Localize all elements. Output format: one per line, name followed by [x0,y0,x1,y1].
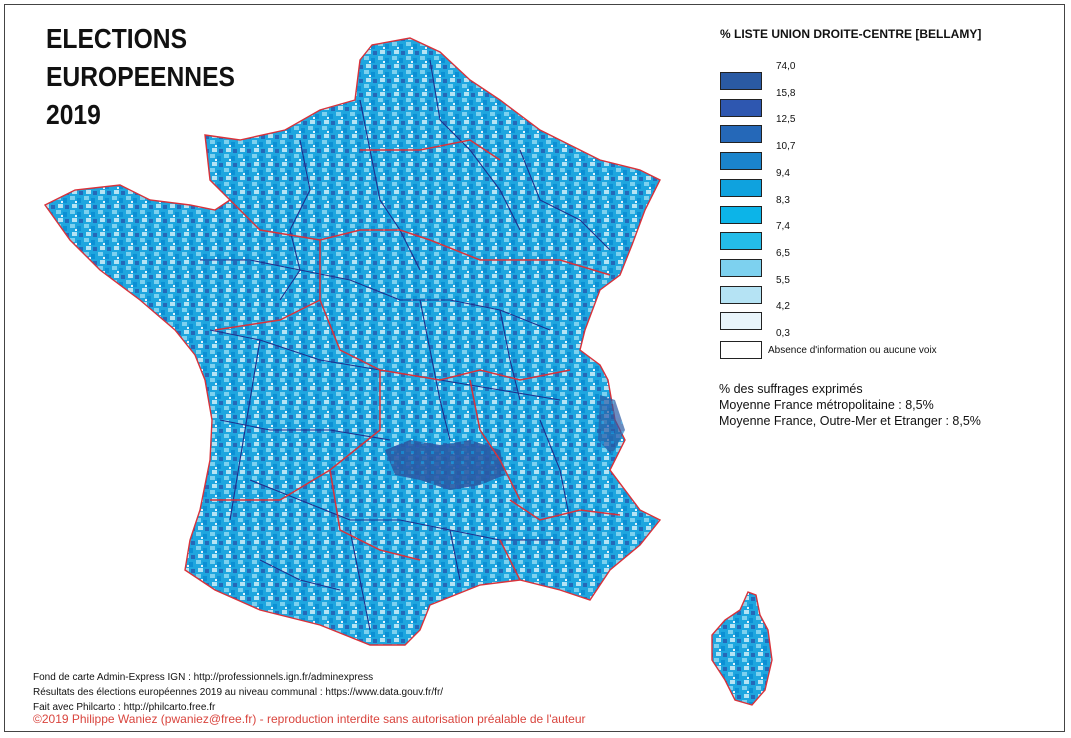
title-line-2: EUROPEENNES [46,61,235,92]
source-line-1: Fond de carte Admin-Express IGN : http:/… [33,672,374,683]
legend-no-info-label: Absence d'information ou aucune voix [768,345,937,356]
east-dark-zone [598,395,625,455]
legend-value-last: 0,3 [776,328,790,339]
legend-swatch-2 [720,98,762,117]
source-line-3: Fait avec Philcarto : http://philcarto.f… [33,702,216,713]
map-frame [4,4,1065,732]
legend-title: % LISTE UNION DROITE-CENTRE [BELLAMY] [720,27,982,41]
legend-swatch-1 [720,72,762,90]
stats-line-1: % des suffrages exprimés [719,382,863,396]
legend-value-1: 74,0 [776,61,796,72]
legend-swatch-3 [720,125,762,144]
legend-value-8: 6,5 [776,247,790,259]
legend-value-10: 4,2 [776,301,790,313]
sources-block: Fond de carte Admin-Express IGN : http:/… [33,670,443,715]
statistics-block: % des suffrages exprimés Moyenne France … [719,381,981,429]
central-dark-zone [385,440,505,490]
source-line-2: Résultats des élections européennes 2019… [33,687,444,698]
legend-swatch-5 [720,178,762,197]
corsica [711,591,773,706]
legend-value-7: 7,4 [776,221,790,233]
legend-swatch-no-info [720,341,762,359]
legend-value-3: 12,5 [776,114,796,126]
copyright-notice: ©2019 Philippe Waniez (pwaniez@free.fr) … [33,712,586,726]
legend-value-4: 10,7 [776,141,796,153]
title-line-1: ELECTIONS [46,23,188,54]
legend-value-5: 9,4 [776,167,790,179]
mainland-france [43,37,662,646]
stats-line-3: Moyenne France, Outre-Mer et Etranger : … [719,414,981,428]
legend-swatch-4 [720,152,762,171]
region-borders [210,139,621,581]
legend-value-6: 8,3 [776,194,790,206]
title-line-3: 2019 [46,99,101,130]
stats-line-2: Moyenne France métropolitaine : 8,5% [719,398,934,412]
map-title: ELECTIONS EUROPEENNES 2019 [46,20,235,134]
legend-swatch-9 [720,285,762,304]
legend-swatch-7 [720,232,762,251]
legend-value-2: 15,8 [776,87,796,99]
legend-swatch-10 [720,312,762,331]
legend-swatch-6 [720,205,762,224]
legend-swatch-8 [720,258,762,277]
legend-value-9: 5,5 [776,274,790,286]
